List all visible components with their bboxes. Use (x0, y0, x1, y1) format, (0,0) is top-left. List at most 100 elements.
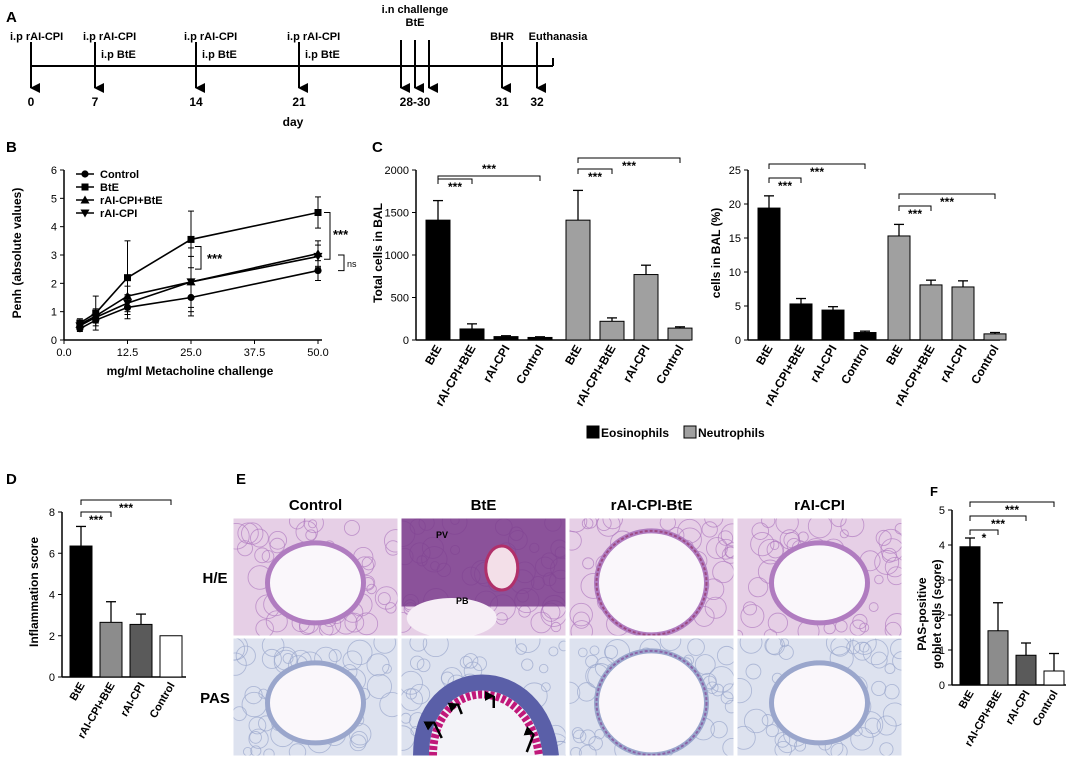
histology-alveolus (711, 683, 725, 697)
histology-image (569, 638, 734, 756)
histology-alveolus (724, 699, 734, 714)
histology-alveolus (604, 645, 618, 660)
histology-alveolus (235, 645, 256, 666)
histology-alveolus (585, 654, 599, 669)
timeline-event-label: i.p BtE (101, 49, 136, 61)
histology-epithelium (595, 649, 708, 756)
histology-alveolus (343, 519, 360, 536)
histology-alveolus (807, 518, 833, 539)
chartC1-category-label: BtE (562, 343, 584, 368)
timeline-day-tick: 31 (495, 95, 509, 109)
histology-alveolus (748, 577, 769, 598)
histology-alveolus (569, 530, 582, 551)
histology-alveolus (884, 613, 902, 636)
histology-alveolus (401, 712, 412, 724)
histology-alveolus (706, 537, 728, 559)
histology-alveolus (254, 547, 271, 564)
histology-row-label: H/E (202, 570, 227, 587)
histology-alveolus (570, 620, 593, 636)
histology-alveolus (757, 538, 784, 565)
chartC2-ytick-label: 0 (735, 335, 741, 347)
histology-alveolus (882, 702, 902, 727)
histology-alveolus (870, 651, 888, 669)
chart-b-penh: Penh (absolute values) mg/ml Metacholine… (10, 165, 357, 378)
chartC2-bar (887, 235, 911, 341)
histology-alveolus (250, 528, 269, 548)
histology-alveolus (288, 743, 307, 756)
histology-inflamed-tissue (401, 518, 566, 607)
chartF-bar (1015, 654, 1037, 686)
histology-epithelium (595, 529, 708, 636)
chart-b-legend-marker (80, 209, 90, 218)
histology-alveolus (422, 638, 449, 658)
chart-c-left-sig-bracket-label: *** (588, 170, 602, 184)
chart-b-data-point (75, 322, 85, 331)
histology-alveolus (344, 612, 365, 633)
histology-frame (568, 517, 735, 637)
chart-c-left-sig-bracket-label: *** (622, 159, 636, 173)
histology-alveolus (704, 596, 727, 619)
chart-c-right-sig-bracket (768, 163, 866, 169)
chartC1-ytick-label: 1500 (385, 208, 409, 220)
legend-label-neutrophils: Neutrophils (698, 426, 765, 440)
timeline-event-label: Euthanasia (529, 31, 589, 43)
histology-frame (400, 517, 567, 637)
histology-alveolus (830, 638, 851, 657)
histology-alveolus (868, 602, 879, 612)
histology-alveolus (659, 638, 682, 652)
chartC2-category-label: Control (968, 343, 1001, 387)
chart-b-data-point (314, 209, 322, 216)
histology-alveolus (305, 529, 317, 541)
histology-alveolus (778, 644, 794, 660)
chart-c-left-ylabel: Total cells in BAL (371, 203, 385, 303)
chartC2-category-label: Control (838, 343, 871, 387)
chart-c-right-sig-bracket (768, 177, 802, 183)
chartC1-bar (565, 219, 591, 341)
timeline-event-label: i.p rAI-CPI (10, 31, 63, 43)
histology-alveolus (355, 612, 379, 636)
histology-alveolus (721, 546, 734, 564)
chart-b-data-point (313, 252, 323, 261)
chart-f-sig-bracket (969, 515, 1027, 521)
histology-alveolus (743, 708, 769, 734)
chartD-ytick-label: 6 (49, 548, 55, 560)
chart-b-legend-label: rAI-CPI (100, 208, 137, 220)
chart-c-left-sig-bracket-label: *** (482, 162, 496, 176)
histology-alveolus (871, 680, 887, 696)
histology-alveolus (880, 538, 902, 562)
chart-f-sig-bracket-label: * (982, 531, 987, 545)
chart-b-legend-label: BtE (100, 182, 119, 194)
histology-alveolus (261, 648, 282, 669)
chartF-category-label: Control (1031, 689, 1061, 729)
chartC1-category-label: Control (513, 343, 546, 387)
chart-d-sig-bracket (80, 511, 112, 517)
chartC1-bar (493, 336, 519, 341)
histology-alveolus (303, 518, 324, 534)
histology-alveolus (570, 746, 582, 756)
histology-alveolus (550, 621, 562, 633)
chartC2-bar (919, 284, 943, 341)
chartC2-category-label: BtE (883, 343, 905, 368)
chart-d-ylabel: Inflammation score (27, 537, 41, 647)
chartD-category-label: BtE (68, 681, 88, 703)
chartC2-ytick-label: 10 (729, 267, 741, 279)
chartD-ytick-label: 8 (49, 507, 55, 519)
chart-f-ylabel-line1: PAS-positive (915, 577, 929, 650)
histology-alveolus (237, 540, 253, 557)
chartC1-bar (459, 328, 485, 341)
chart-c-legend: Eosinophils Neutrophils (586, 425, 765, 440)
histology-alveolus (764, 638, 783, 655)
legend-label-eosinophils: Eosinophils (601, 426, 669, 440)
chart-d-sig-bracket-label: *** (89, 513, 103, 527)
histology-alveolus (890, 638, 902, 660)
histology-alveolus (401, 670, 423, 695)
chart-c-percent-cells: cells in BAL (%) 0510152025BtErAI-CPI+Bt… (709, 163, 1007, 409)
histology-alveolus (722, 737, 734, 756)
histology-frame (400, 637, 567, 757)
histology-alveolus (233, 522, 250, 550)
histology-alveolus (538, 663, 549, 674)
chartC1-ytick-label: 1000 (385, 250, 409, 262)
histology-alveolus (826, 638, 852, 656)
timeline-day-tick: 0 (28, 95, 35, 109)
timeline-day-tick: 14 (189, 95, 203, 109)
